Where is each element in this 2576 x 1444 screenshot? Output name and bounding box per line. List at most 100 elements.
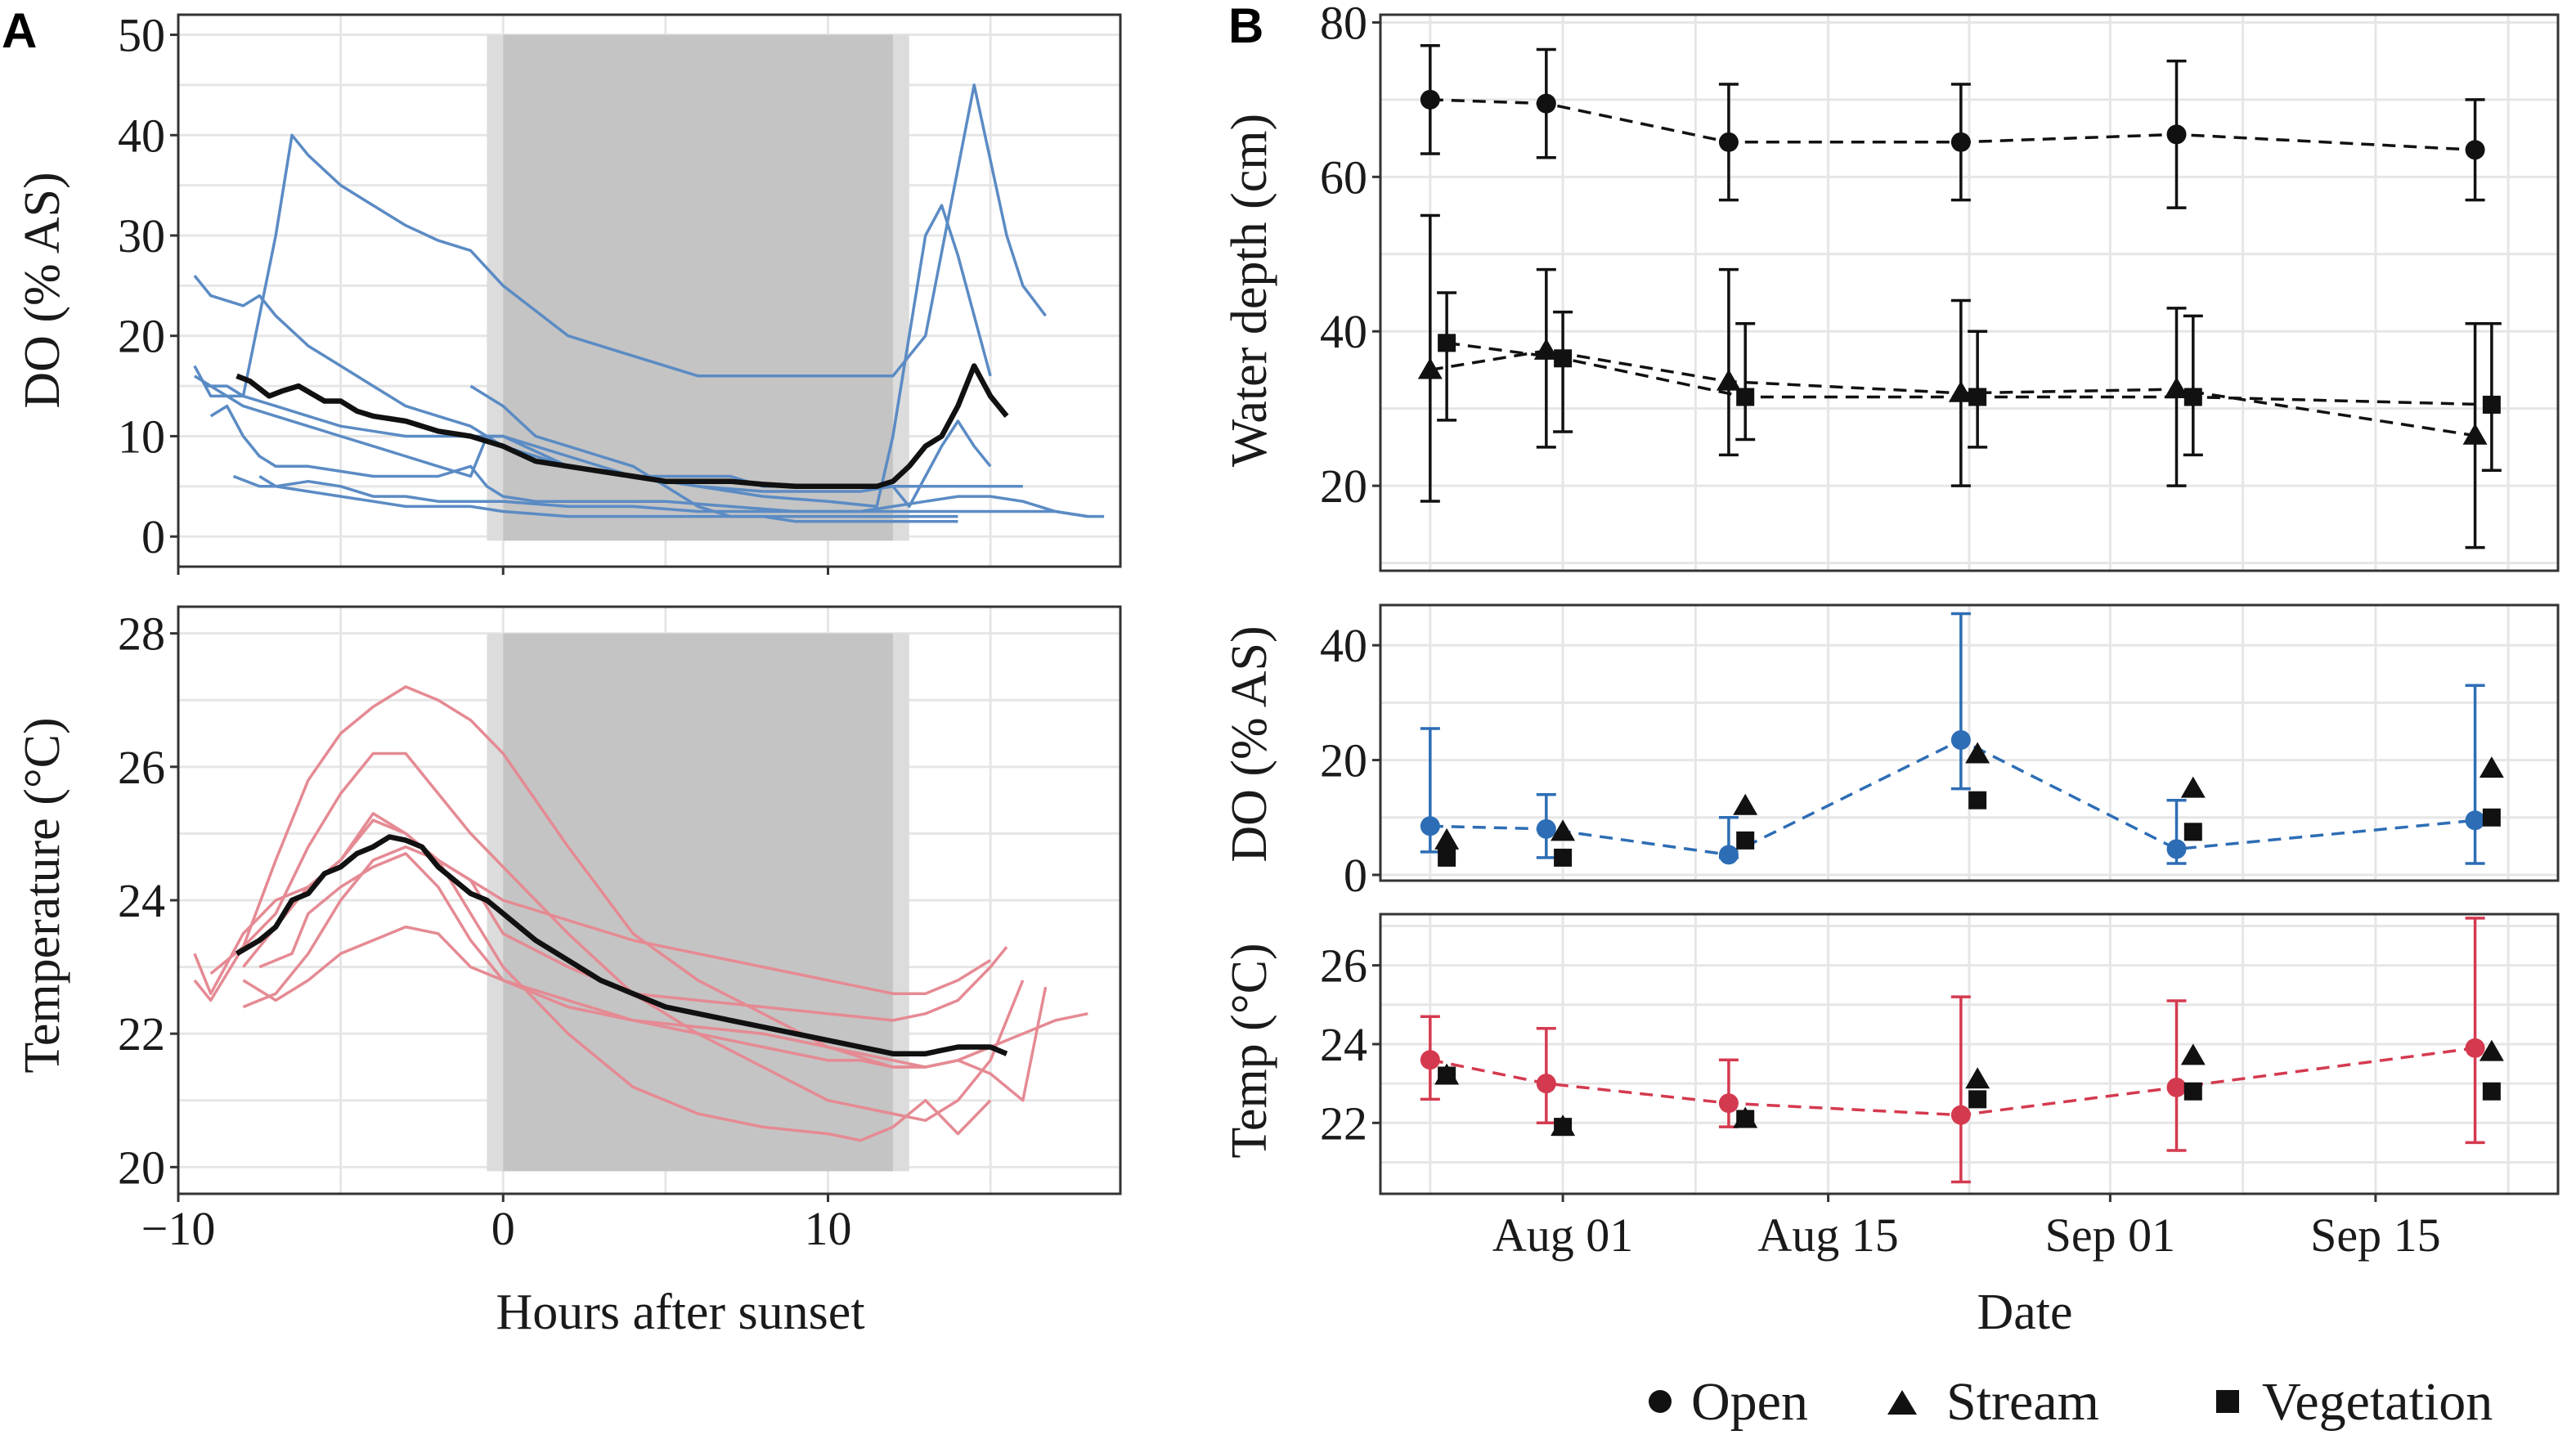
panel-b-temp: 22 24 26 Aug 01 Aug 15 Sep 01 Sep 15: [1320, 913, 2560, 1262]
b-middle-ytick-label-2: 40: [1320, 619, 1367, 672]
b-bottom-point-open-0: [1420, 1050, 1440, 1070]
legend-stream-label: Stream: [1946, 1372, 2099, 1432]
b-middle-point-stream-0: [1434, 827, 1460, 850]
b-middle-point-open-1: [1536, 818, 1556, 839]
a-top-ytick-label-0: 0: [141, 510, 165, 563]
a-bottom-mean-line: [235, 834, 1008, 1056]
b-top-ytick-label-1: 40: [1320, 305, 1367, 358]
b-top-point-vegetation-5: [2482, 395, 2501, 414]
b-middle-point-stream-2: [1733, 793, 1758, 815]
b-top-point-vegetation-1: [1554, 349, 1573, 368]
b-top-point-vegetation-2: [1736, 388, 1755, 406]
panel-a-temp-timeseries: 20 22 24 26 28 −10 0 10: [118, 605, 1122, 1255]
panel-a-do-timeseries: 0 10 20 30 40 50: [118, 9, 1122, 575]
panel-b-top-ylabel: Water depth (cm): [1222, 114, 1277, 467]
legend-stream-marker: [1887, 1390, 1917, 1415]
b-middle-point-open-0: [1420, 816, 1440, 836]
b-middle-point-open-2: [1718, 845, 1739, 865]
b-bottom-point-stream-5: [2479, 1039, 2504, 1061]
a-top-series-site-7: [232, 474, 1105, 518]
a-bottom-xtick-label-1: 0: [491, 1202, 515, 1255]
b-bottom-point-vegetation-4: [2183, 1082, 2202, 1101]
a-top-ytick-label-2: 20: [118, 310, 165, 363]
a-top-series-site-4: [209, 404, 1088, 518]
panel-letter-b: B: [1228, 0, 1263, 53]
b-top-point-vegetation-3: [1968, 388, 1987, 406]
b-bottom-xtick-label-1: Aug 15: [1757, 1209, 1898, 1262]
b-bottom-point-stream-4: [2180, 1043, 2206, 1065]
legend-open-marker: [1649, 1390, 1672, 1413]
a-bottom-night-band-core: [503, 633, 893, 1172]
panel-b-middle-ylabel: DO (% AS): [1222, 626, 1277, 862]
b-top-trend-stream: [1429, 349, 2475, 437]
panel-a-bottom-ylabel: Temperature (°C): [15, 717, 70, 1073]
b-bottom-point-vegetation-1: [1554, 1118, 1573, 1137]
a-bottom-series-site-7: [242, 818, 992, 1142]
b-top-point-open-0: [1420, 89, 1440, 110]
a-top-ytick-label-5: 50: [118, 9, 165, 62]
b-middle-point-vegetation-1: [1554, 848, 1573, 867]
a-bottom-xtick-label-2: 10: [804, 1202, 851, 1255]
b-bottom-point-open-3: [1950, 1105, 1971, 1125]
panel-a-top-ylabel: DO (% AS): [15, 172, 70, 408]
b-middle-ytick-label-0: 0: [1344, 849, 1367, 902]
b-top-point-open-2: [1718, 132, 1739, 152]
b-top-point-stream-2: [1716, 369, 1741, 391]
b-middle-point-vegetation-3: [1968, 791, 1987, 809]
b-top-point-vegetation-0: [1438, 334, 1456, 352]
panel-b-water-depth: 20 40 60 80: [1320, 0, 2560, 572]
a-bottom-ytick-label-0: 20: [118, 1141, 165, 1194]
b-middle-point-stream-5: [2479, 756, 2504, 778]
b-bottom-point-open-4: [2166, 1077, 2187, 1097]
b-middle-point-stream-4: [2180, 776, 2206, 798]
b-top-point-stream-1: [1533, 338, 1559, 360]
b-bottom-ytick-label-2: 26: [1320, 939, 1367, 993]
a-bottom-series-site-4: [242, 845, 1008, 1022]
panel-letter-a: A: [2, 3, 37, 58]
b-bottom-point-stream-3: [1965, 1067, 1990, 1089]
a-top-series-site-8: [469, 384, 958, 523]
a-bottom-series-site-2: [209, 751, 1025, 1123]
b-top-frame: [1379, 13, 2560, 572]
a-top-ytick-label-3: 30: [118, 209, 165, 262]
b-bottom-point-open-2: [1718, 1093, 1739, 1114]
b-top-ytick-label-2: 60: [1320, 150, 1367, 204]
b-top-point-stream-3: [1948, 380, 1973, 402]
b-middle-point-stream-1: [1551, 819, 1576, 841]
a-bottom-xtick-label-0: −10: [141, 1202, 216, 1255]
b-bottom-xtick-label-3: Sep 15: [2310, 1209, 2441, 1262]
b-middle-trend-open: [1429, 738, 2475, 857]
b-top-point-stream-0: [1417, 357, 1443, 379]
b-middle-point-open-5: [2465, 810, 2485, 831]
b-middle-point-stream-3: [1965, 742, 1990, 764]
panel-b-xlabel: Date: [1977, 1285, 2072, 1340]
b-top-point-open-4: [2166, 124, 2187, 145]
legend-vegetation-label: Vegetation: [2262, 1372, 2493, 1432]
legend-vegetation-marker: [2216, 1390, 2239, 1413]
b-middle-point-vegetation-0: [1438, 848, 1456, 867]
panel-b-do: 0 20 40: [1320, 603, 2560, 902]
b-top-ytick-label-0: 20: [1320, 460, 1367, 513]
b-bottom-point-open-1: [1536, 1074, 1556, 1094]
b-middle-point-vegetation-4: [2183, 823, 2202, 841]
a-top-mean-line: [236, 363, 1009, 490]
a-bottom-ytick-label-3: 26: [118, 741, 165, 794]
b-top-point-stream-4: [2164, 377, 2189, 399]
a-top-series-site-5: [258, 475, 958, 518]
b-middle-frame: [1379, 603, 2560, 882]
b-bottom-ytick-label-1: 24: [1320, 1018, 1367, 1071]
b-bottom-xtick-label-2: Sep 01: [2045, 1209, 2176, 1262]
a-bottom-ytick-label-1: 22: [118, 1007, 165, 1061]
b-bottom-point-vegetation-2: [1736, 1110, 1755, 1128]
b-middle-point-vegetation-5: [2482, 808, 2501, 827]
b-bottom-point-vegetation-3: [1968, 1090, 1987, 1109]
a-top-ytick-label-1: 10: [118, 410, 165, 463]
panel-b-bottom-ylabel: Temp (°C): [1222, 943, 1277, 1158]
a-bottom-ytick-label-4: 28: [118, 608, 165, 661]
b-bottom-point-vegetation-0: [1438, 1066, 1456, 1085]
legend-open-label: Open: [1691, 1372, 1808, 1432]
panel-a-xlabel: Hours after sunset: [496, 1285, 864, 1340]
b-middle-point-open-3: [1950, 729, 1971, 750]
b-bottom-ytick-label-0: 22: [1320, 1096, 1367, 1150]
